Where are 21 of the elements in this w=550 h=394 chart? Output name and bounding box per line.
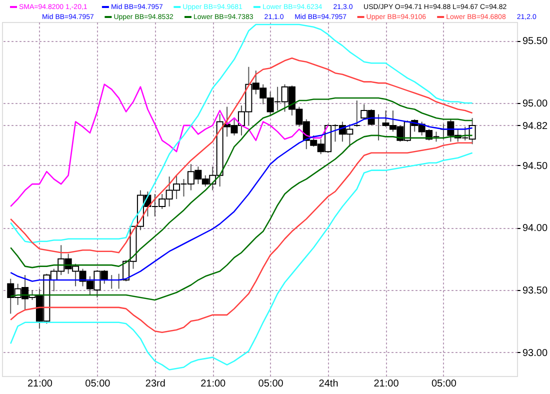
x-tick-label: 05:00 xyxy=(431,378,457,390)
line-series xyxy=(10,142,473,334)
x-tick-label: 24th xyxy=(318,378,338,390)
line-series xyxy=(10,152,473,370)
line-series xyxy=(10,24,473,244)
x-tick-label: 21:00 xyxy=(27,378,53,390)
y-tick-label: 94.50 xyxy=(522,160,548,172)
x-tick-label: 23rd xyxy=(145,378,166,390)
y-tick-label: 93.00 xyxy=(522,348,548,359)
x-tick-label: 05:00 xyxy=(258,378,284,390)
x-tick-label: 21:00 xyxy=(374,378,400,390)
candlestick xyxy=(353,100,360,128)
y-tick-label: 94.00 xyxy=(522,223,548,234)
line-series xyxy=(10,84,329,208)
x-tick-label: 05:00 xyxy=(85,378,111,390)
y-tick-label: 94.82 xyxy=(522,120,548,132)
y-tick-label: 95.50 xyxy=(522,36,548,48)
y-tick-label: 93.50 xyxy=(522,285,548,296)
line-series xyxy=(10,58,473,254)
y-tick-label: 95.00 xyxy=(522,98,548,110)
x-tick-label: 21:00 xyxy=(200,378,226,390)
